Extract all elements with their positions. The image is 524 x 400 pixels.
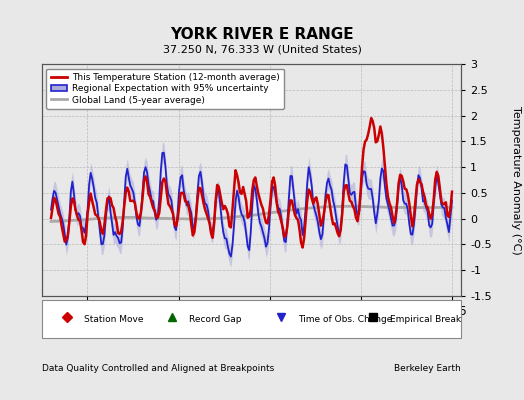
Text: Empirical Break: Empirical Break (390, 314, 461, 324)
Text: Time of Obs. Change: Time of Obs. Change (298, 314, 392, 324)
Text: Berkeley Earth: Berkeley Earth (395, 364, 461, 373)
Text: 37.250 N, 76.333 W (United States): 37.250 N, 76.333 W (United States) (162, 45, 362, 55)
Text: YORK RIVER E RANGE: YORK RIVER E RANGE (170, 27, 354, 42)
Text: Station Move: Station Move (84, 314, 144, 324)
Y-axis label: Temperature Anomaly (°C): Temperature Anomaly (°C) (511, 106, 521, 254)
Text: Data Quality Controlled and Aligned at Breakpoints: Data Quality Controlled and Aligned at B… (42, 364, 274, 373)
Text: Record Gap: Record Gap (189, 314, 241, 324)
Legend: This Temperature Station (12-month average), Regional Expectation with 95% uncer: This Temperature Station (12-month avera… (47, 68, 284, 109)
